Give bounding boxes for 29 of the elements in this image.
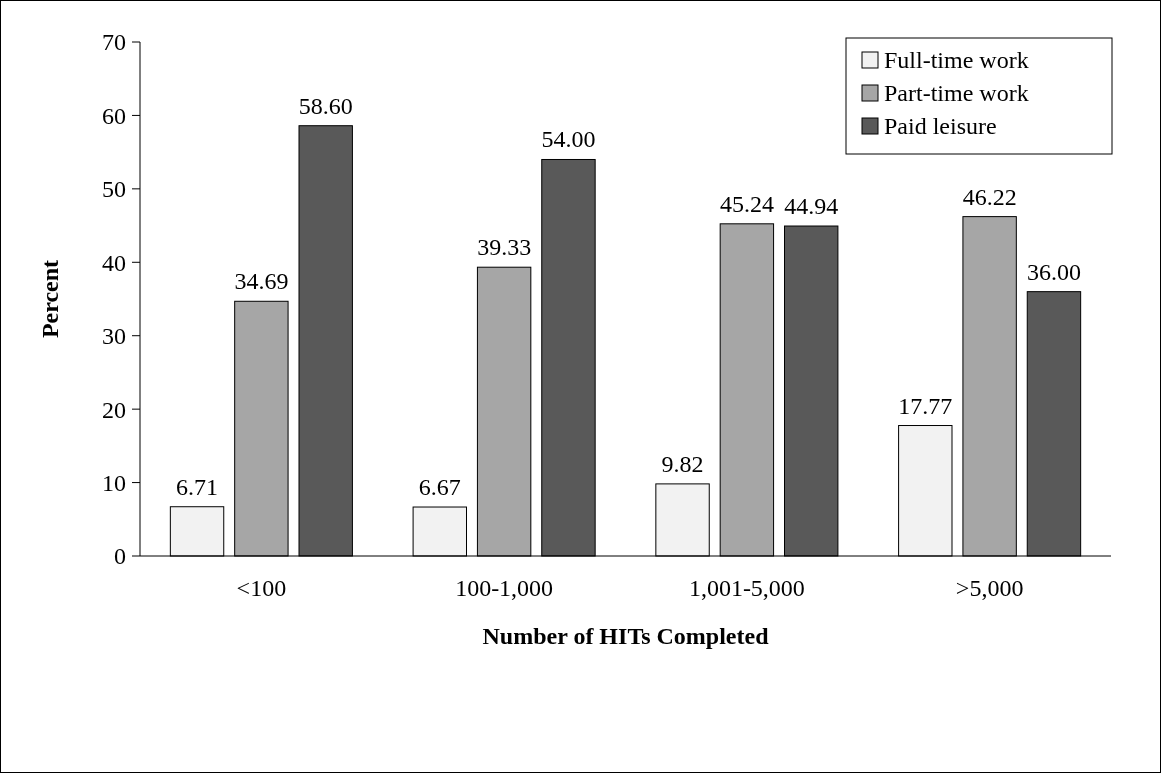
x-tick-label: 1,001-5,000 [688, 575, 805, 601]
data-label: 46.22 [962, 183, 1017, 210]
x-tick-label: <100 [236, 575, 287, 601]
x-tick-label: 100-1,000 [455, 575, 554, 601]
data-label: 58.60 [298, 92, 353, 119]
data-label: 6.71 [176, 473, 219, 500]
data-label: 6.67 [418, 474, 461, 501]
data-label: 17.77 [898, 392, 953, 419]
y-tick-label: 50 [102, 176, 126, 203]
y-tick-label: 70 [102, 29, 126, 56]
data-label: 44.94 [784, 193, 839, 220]
data-label: 36.00 [1026, 258, 1081, 285]
y-tick-label: 20 [102, 396, 126, 423]
x-axis-title: Number of HITs Completed [482, 623, 770, 649]
y-tick-label: 0 [114, 543, 126, 570]
data-label: 9.82 [661, 450, 704, 477]
data-label: 45.24 [719, 190, 774, 217]
y-tick-label: 30 [102, 323, 126, 350]
y-axis-title: Percent [37, 259, 63, 339]
legend-label: Part-time work [884, 80, 1029, 107]
data-label: 34.69 [234, 268, 289, 295]
y-tick-label: 60 [102, 102, 126, 129]
data-label: 39.33 [477, 234, 532, 261]
data-label: 54.00 [541, 126, 596, 153]
legend-label: Full-time work [884, 47, 1029, 74]
y-tick-label: 40 [102, 249, 126, 276]
y-tick-label: 10 [102, 469, 126, 496]
legend-label: Paid leisure [884, 113, 997, 140]
x-tick-label: >5,000 [955, 575, 1024, 601]
